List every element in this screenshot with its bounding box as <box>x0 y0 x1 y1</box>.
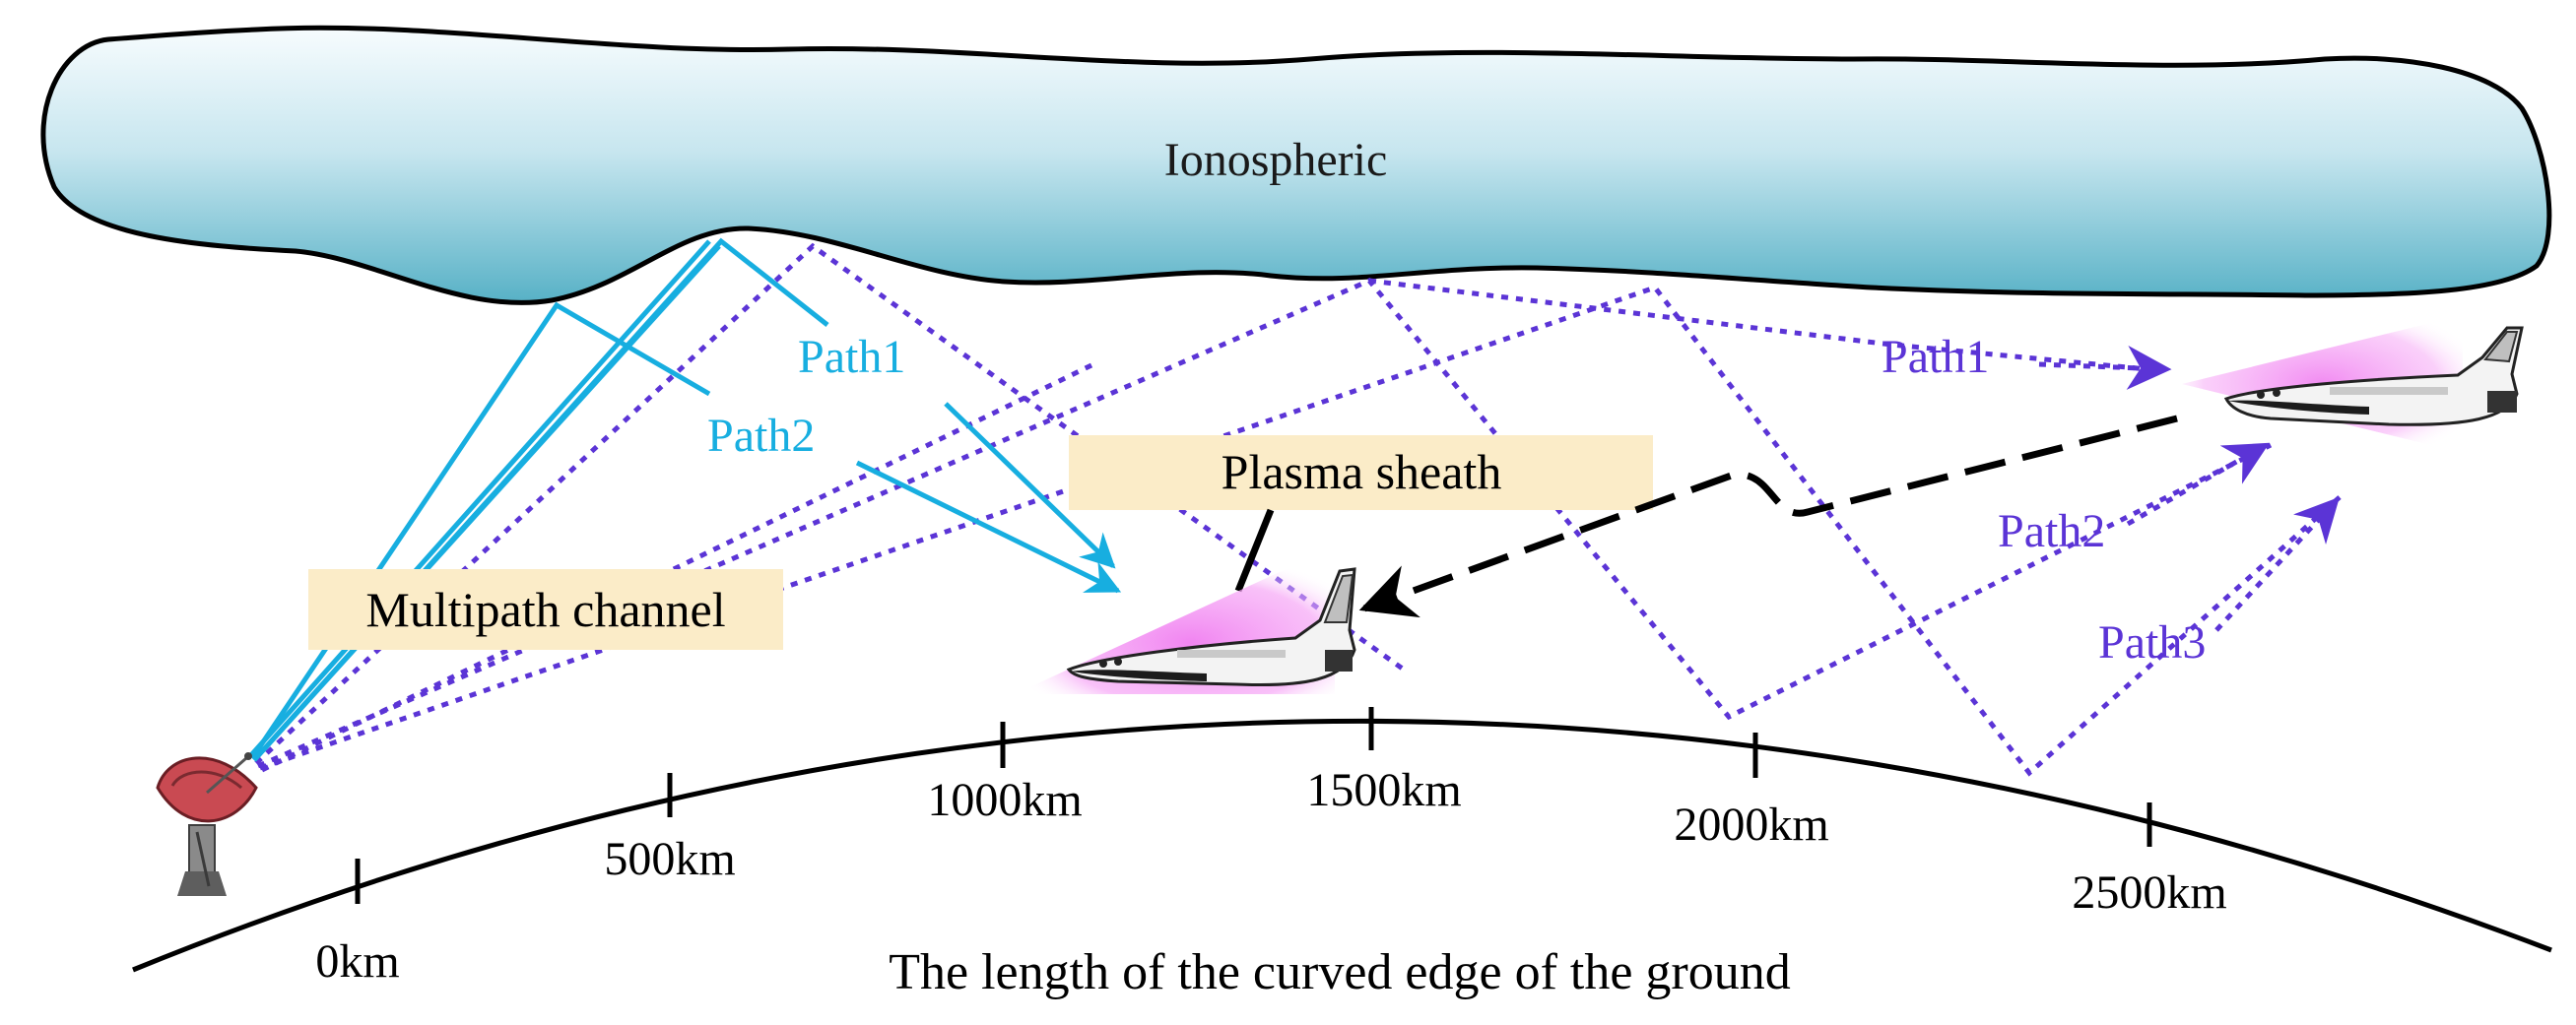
near-paths <box>248 237 1122 762</box>
near-path-ray-a <box>248 239 711 758</box>
far-path1-label: Path1 <box>1882 331 1989 383</box>
near-path1-arrow <box>944 402 1116 569</box>
far-path1-arrow <box>2038 345 2172 390</box>
ionosphere-layer: Ionospheric <box>40 25 2552 305</box>
far-path2-label: Path2 <box>1998 505 2105 557</box>
ground: 0km 500km 1000km 1500km 2000km 2500km Th… <box>132 707 2552 1000</box>
tick-label-1500km: 1500km <box>1306 764 1461 816</box>
near-path2-line <box>249 301 711 760</box>
tick-label-0km: 0km <box>315 935 399 988</box>
plasma-sheath-label: Plasma sheath <box>1222 444 1502 499</box>
near-path-ray-b <box>252 244 721 762</box>
space-shuttle-icon <box>1066 567 1356 687</box>
multipath-label-box <box>308 569 783 650</box>
far-path3-line <box>259 285 2342 777</box>
tick-label-1000km: 1000km <box>927 774 1082 826</box>
radar-dish-icon <box>156 752 258 896</box>
multipath-callout: Multipath channel <box>308 569 783 650</box>
tick-label-2500km: 2500km <box>2072 866 2226 919</box>
far-shuttle <box>2182 315 2524 453</box>
space-shuttle-icon <box>2223 326 2524 426</box>
ground-curve <box>132 718 2552 973</box>
far-path-to-shuttle-line <box>1368 278 2148 372</box>
far-path3-arrow <box>2214 496 2341 632</box>
shuttle-link-arrow <box>1358 415 2178 618</box>
far-path3-label: Path3 <box>2098 616 2206 669</box>
ionosphere-cloud <box>40 25 2552 305</box>
ionosphere-label: Ionospheric <box>1164 134 1388 186</box>
near-path2-arrow <box>855 460 1122 594</box>
plasma-sheath-pointer <box>1234 508 1275 593</box>
near-path1-label: Path1 <box>798 331 905 383</box>
near-path2-label: Path2 <box>707 410 815 462</box>
plasma-sheath-label-box <box>1069 435 1653 510</box>
tick-label-2000km: 2000km <box>1674 799 1828 851</box>
near-shuttle <box>1015 546 1356 694</box>
ground-caption: The length of the curved edge of the gro… <box>889 944 1790 1000</box>
far-path4-line <box>260 361 1095 773</box>
multipath-label: Multipath channel <box>365 582 725 637</box>
plasma-sheath-callout: Plasma sheath <box>1069 435 1653 593</box>
far-path2-arrow <box>2126 442 2270 527</box>
tick-label-500km: 500km <box>604 833 735 885</box>
